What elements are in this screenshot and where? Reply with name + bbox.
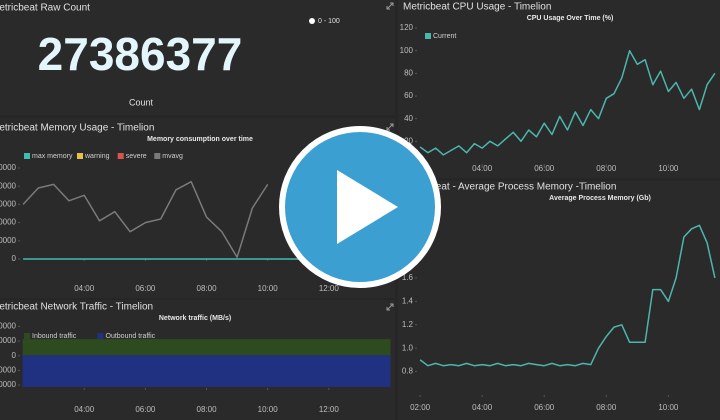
y-tick-label: 10000000 [0,336,17,345]
x-tick-label: 10:00 [258,405,279,414]
y-tick-label: 20000000 [0,322,17,331]
metric-value: 27386377 [38,28,243,80]
panel-title: Metricbeat CPU Usage - Timelion [403,2,551,13]
y-tick-label: 800000 [0,181,17,190]
series-area [22,355,391,387]
y-tick-label: 120 [400,23,414,32]
legend-label: 0 - 100 [318,18,340,25]
y-tick-label: 400000 [0,218,17,227]
metric-label: Count [129,97,154,107]
x-tick-label: 10:00 [658,403,679,412]
x-tick-label: 06:00 [534,164,555,173]
chart-title: Average Process Memory (Gb) [549,195,651,202]
legend-swatch [77,153,83,159]
y-tick-label: 0 [12,351,17,360]
legend-swatch [425,33,431,39]
y-tick-label: 1000000 [0,163,17,172]
x-tick-label: 04:00 [74,405,95,414]
y-tick-label: 1.0 [402,343,414,352]
y-tick-label: 20 [404,136,413,145]
series-line [419,224,716,367]
y-tick-label: 1.4 [402,296,414,305]
panel [0,0,395,115]
series-line [22,180,269,258]
x-tick-label: 10:00 [258,284,279,293]
legend-label: mvavg [162,153,183,160]
chart-title: CPU Usage Over Time (%) [527,15,614,22]
legend-label: max memory [32,153,73,160]
legend-swatch [97,333,104,339]
panel-title: Metricbeat Raw Count [0,3,90,14]
play-button[interactable] [279,126,441,288]
y-tick-label: -10000000 [0,366,17,375]
y-tick-label: 40 [404,114,413,123]
legend-dot [309,18,315,24]
x-tick-label: 04:00 [472,403,493,412]
x-tick-label: 04:00 [472,164,493,173]
charts: Metricbeat Memory Usage - Timelion Memory… [0,2,716,414]
x-tick-label: 10:00 [658,164,679,173]
x-tick-label: 06:00 [534,403,555,412]
legend-swatch [117,153,124,159]
y-tick-label: 0.8 [402,367,414,376]
y-tick-label: 60 [404,91,413,100]
legend-label: Current [433,33,456,40]
legend-swatch [24,153,30,159]
y-tick-label: 1.2 [402,320,414,329]
y-tick-label: 80 [404,68,413,77]
y-tick-label: 0 [12,254,17,263]
legend-swatch [154,153,161,159]
play-triangle[interactable] [337,170,398,244]
x-tick-label: 06:00 [135,405,156,414]
y-tick-label: 100 [400,46,414,55]
x-tick-label: 12:00 [319,405,340,414]
y-tick-label: -20000000 [0,380,17,389]
y-tick-label: 1.6 [402,273,414,282]
legend-label: severe [126,153,147,160]
x-tick-label: 12:00 [319,284,340,293]
legend-label: warning [84,153,110,160]
y-tick-label: 200000 [0,236,17,245]
chart-title: Network traffic (MB/s) [159,315,231,322]
series-line [419,49,716,156]
legend-label: Outbound traffic [106,333,156,340]
panel-title: Metricbeat Network Traffic - Timelion [0,302,153,313]
legend-label: Inbound traffic [32,333,77,340]
expand-icons[interactable] [386,2,394,311]
x-tick-label: 04:00 [74,284,95,293]
x-tick-label: 08:00 [596,403,617,412]
x-tick-label: 08:00 [596,164,617,173]
x-tick-label: 08:00 [197,284,218,293]
x-tick-label: 06:00 [135,284,156,293]
panel [398,181,720,420]
y-tick-label: 600000 [0,200,17,209]
chart-title: Memory consumption over time [147,136,253,143]
panel-title: Metricbeat - Average Process Memory -Tim… [403,182,616,193]
x-tick-label: 08:00 [197,405,218,414]
series-area [22,339,391,357]
legend-swatch [24,333,30,339]
x-tick-label: 02:00 [410,403,431,412]
panel [398,0,720,178]
panel-title: Metricbeat Memory Usage - Timelion [0,123,154,134]
